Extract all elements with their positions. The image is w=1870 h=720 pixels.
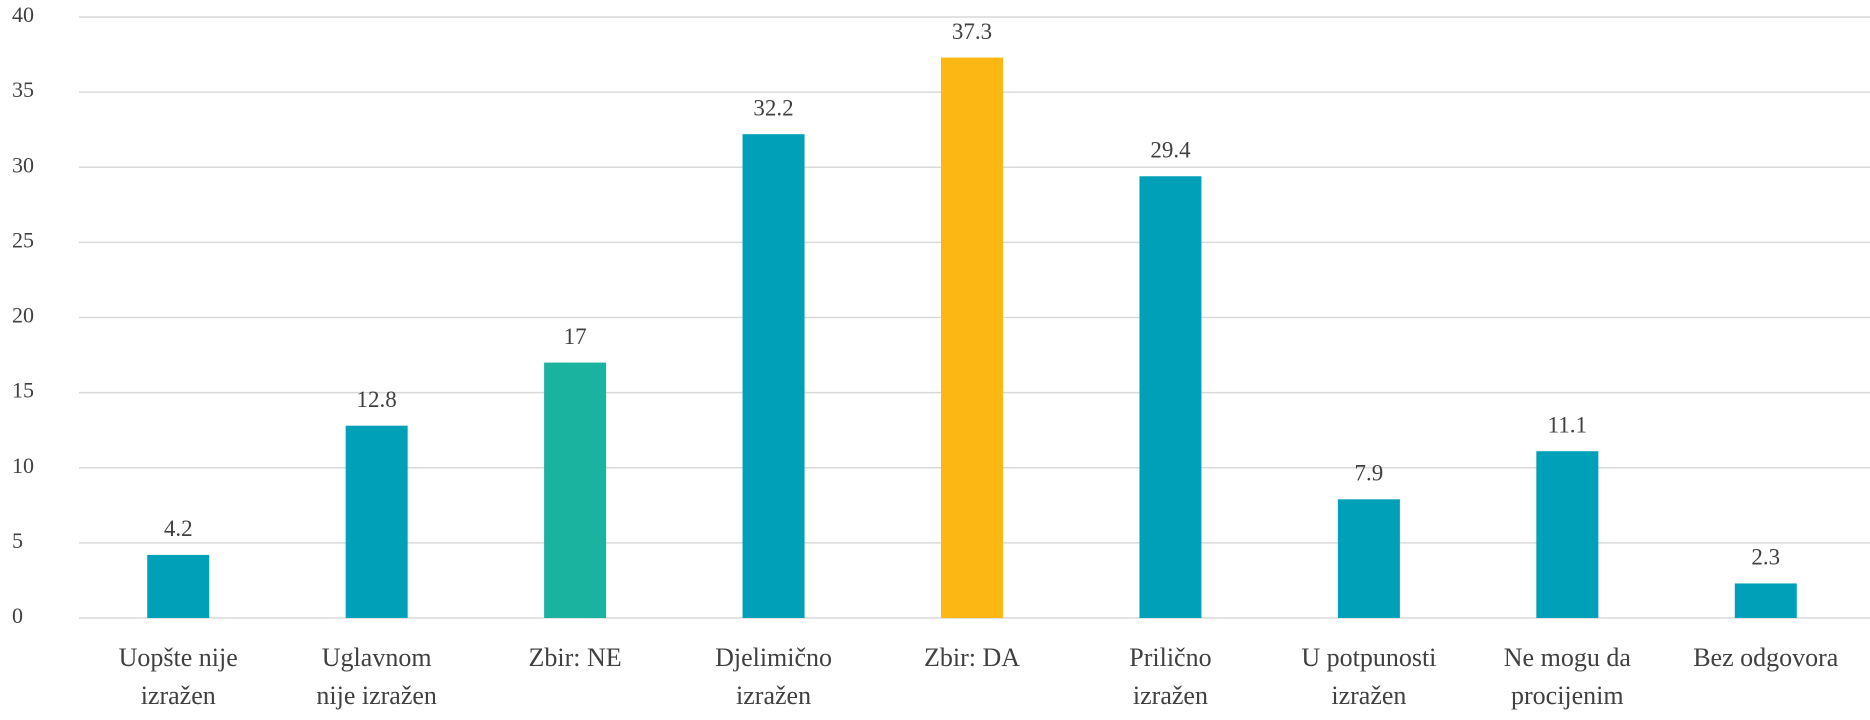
bar xyxy=(941,57,1003,618)
y-tick-label: 10 xyxy=(12,453,34,478)
bar xyxy=(742,134,805,618)
y-tick-label: 25 xyxy=(12,227,34,252)
data-label: 29.4 xyxy=(1150,138,1191,163)
data-label: 17 xyxy=(564,324,587,349)
data-label: 37.3 xyxy=(952,19,992,44)
x-tick-label: Djelimično izražen xyxy=(715,643,832,710)
x-tick-label: Ne mogu da procijenim xyxy=(1504,643,1632,710)
bar xyxy=(1536,451,1599,618)
data-label: 7.9 xyxy=(1355,461,1384,486)
x-tick-label: U potpunosti izražen xyxy=(1301,643,1436,710)
bar xyxy=(544,362,607,618)
y-tick-label: 5 xyxy=(12,528,23,553)
data-label: 12.8 xyxy=(357,387,397,412)
bar xyxy=(1139,176,1202,618)
data-label: 11.1 xyxy=(1548,413,1587,438)
y-tick-label: 40 xyxy=(12,2,34,27)
y-tick-label: 35 xyxy=(12,77,34,102)
x-tick-label: Uopšte nije izražen xyxy=(119,643,238,710)
y-tick-label: 20 xyxy=(12,303,34,328)
x-tick-label: Zbir: DA xyxy=(924,643,1020,672)
y-tick-label: 30 xyxy=(12,152,34,177)
data-label: 2.3 xyxy=(1751,545,1780,570)
bar xyxy=(1734,583,1797,618)
bar xyxy=(147,554,210,618)
y-tick-label: 0 xyxy=(12,603,23,628)
data-label: 32.2 xyxy=(753,95,793,120)
x-tick-label: Prilično izražen xyxy=(1129,643,1211,710)
y-tick-label: 15 xyxy=(12,378,34,403)
data-label: 4.2 xyxy=(164,516,193,541)
bar xyxy=(1337,499,1400,618)
x-tick-label: Zbir: NE xyxy=(529,643,622,672)
x-tick-label: Uglavnom nije izražen xyxy=(316,643,437,710)
bar xyxy=(345,425,408,618)
x-tick-label: Bez odgovora xyxy=(1693,643,1839,672)
